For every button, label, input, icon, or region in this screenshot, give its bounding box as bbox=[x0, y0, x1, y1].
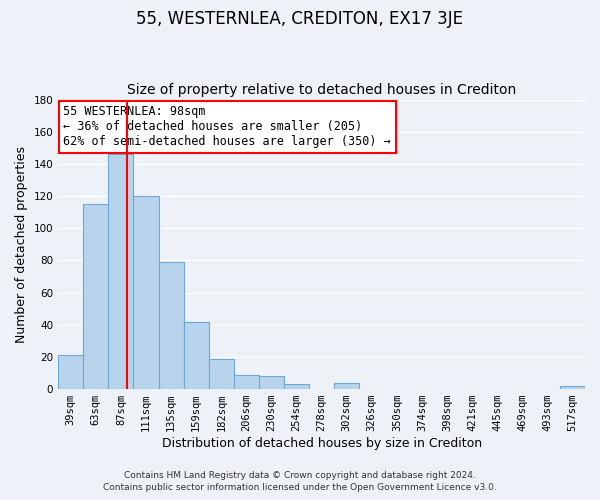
Text: 55, WESTERNLEA, CREDITON, EX17 3JE: 55, WESTERNLEA, CREDITON, EX17 3JE bbox=[137, 10, 464, 28]
Bar bbox=[58, 356, 83, 389]
Bar bbox=[284, 384, 309, 389]
Bar bbox=[109, 154, 133, 389]
Y-axis label: Number of detached properties: Number of detached properties bbox=[15, 146, 28, 343]
Bar bbox=[234, 374, 259, 389]
Bar bbox=[334, 382, 359, 389]
Bar bbox=[133, 196, 158, 389]
X-axis label: Distribution of detached houses by size in Crediton: Distribution of detached houses by size … bbox=[161, 437, 482, 450]
Text: Contains HM Land Registry data © Crown copyright and database right 2024.
Contai: Contains HM Land Registry data © Crown c… bbox=[103, 471, 497, 492]
Bar bbox=[259, 376, 284, 389]
Text: 55 WESTERNLEA: 98sqm
← 36% of detached houses are smaller (205)
62% of semi-deta: 55 WESTERNLEA: 98sqm ← 36% of detached h… bbox=[64, 106, 391, 148]
Bar bbox=[184, 322, 209, 389]
Bar bbox=[83, 204, 109, 389]
Bar bbox=[158, 262, 184, 389]
Bar bbox=[209, 358, 234, 389]
Bar bbox=[560, 386, 585, 389]
Title: Size of property relative to detached houses in Crediton: Size of property relative to detached ho… bbox=[127, 83, 516, 97]
